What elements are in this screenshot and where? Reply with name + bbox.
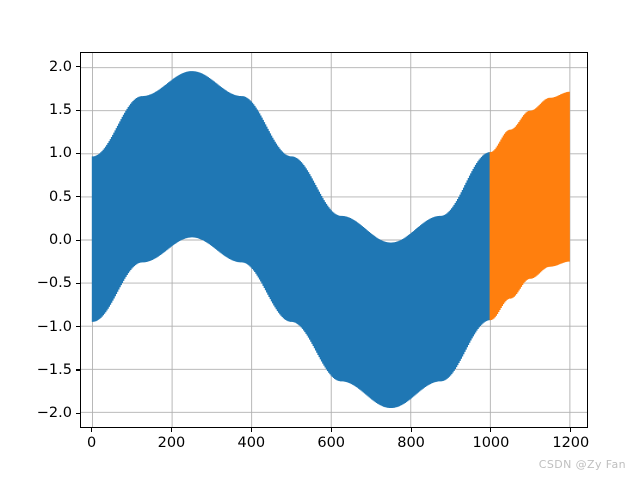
y-tick-label: −1.5 [36, 361, 72, 378]
x-tick-mark [250, 428, 252, 432]
x-tick-mark [330, 428, 332, 432]
x-tick-label: 800 [397, 435, 425, 451]
x-tick-label: 0 [86, 435, 97, 451]
x-tick-label: 1000 [472, 435, 510, 451]
x-tick-mark [570, 428, 572, 432]
y-tick-mark [76, 196, 80, 198]
plot-canvas [81, 53, 587, 427]
data-series-layer [91, 71, 570, 409]
plot-axes [80, 52, 588, 428]
y-tick-mark [76, 369, 80, 371]
y-axis-tick-labels: −2.0 −1.5 −1.0 −0.5 0.0 0.5 1.0 1.5 2.0 [0, 52, 80, 428]
x-tick-label: 600 [317, 435, 346, 451]
x-tick-mark [410, 428, 412, 432]
x-tick-mark [490, 428, 492, 432]
x-tick-label: 400 [237, 435, 266, 451]
y-tick-mark [76, 66, 80, 68]
y-tick-label: 2.0 [48, 58, 72, 75]
x-tick-mark [170, 428, 172, 432]
series-signal-forecast [489, 91, 570, 321]
series-signal-observed [91, 71, 491, 409]
x-tick-label: 1200 [552, 435, 590, 451]
signal-trace [489, 91, 570, 321]
y-tick-mark [76, 152, 80, 154]
y-tick-label: 1.0 [48, 145, 72, 162]
x-tick-label: 200 [157, 435, 186, 451]
y-tick-mark [76, 326, 80, 328]
x-tick-mark [91, 428, 93, 432]
y-tick-label: −1.0 [36, 318, 72, 335]
y-tick-mark [76, 282, 80, 284]
x-axis-tick-labels: 0 200 400 600 800 1000 1200 [80, 428, 590, 457]
y-tick-mark [76, 239, 80, 241]
y-tick-label: 0.5 [48, 188, 72, 205]
watermark-label: CSDN @Zy Fan [538, 458, 626, 471]
y-tick-label: 0.0 [48, 232, 72, 248]
signal-trace [91, 71, 491, 409]
y-tick-label: 1.5 [48, 102, 72, 119]
y-tick-mark [76, 412, 80, 414]
y-tick-label: −0.5 [36, 275, 72, 292]
y-tick-mark [76, 109, 80, 111]
y-tick-label: −2.0 [36, 405, 72, 422]
